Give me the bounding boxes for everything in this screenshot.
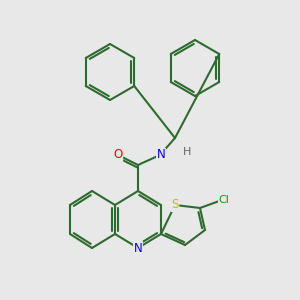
Text: H: H xyxy=(183,147,191,157)
Text: S: S xyxy=(171,199,179,212)
Text: N: N xyxy=(134,242,142,254)
Text: Cl: Cl xyxy=(219,195,230,205)
Text: N: N xyxy=(157,148,165,161)
Text: O: O xyxy=(113,148,123,161)
